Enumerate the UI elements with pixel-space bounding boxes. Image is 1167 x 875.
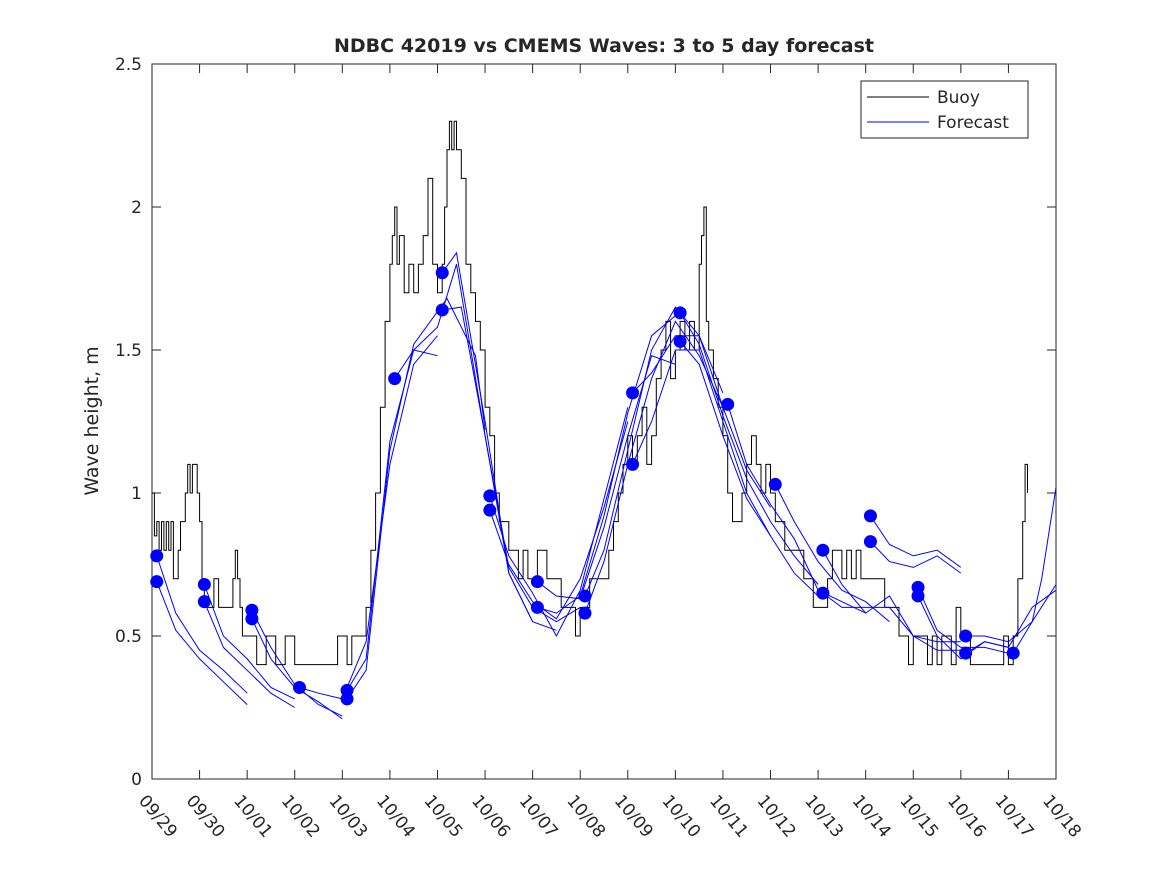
forecast-marker [816, 586, 830, 600]
x-tick-label: 10/03 [324, 791, 371, 841]
forecast-run-line [203, 584, 295, 700]
x-tick-label: 10/07 [515, 791, 562, 841]
x-tick-label: 10/17 [991, 791, 1038, 841]
y-tick-label: 0.5 [115, 627, 142, 647]
forecast-run-line [870, 541, 962, 574]
forecast-marker [768, 477, 782, 491]
forecast-marker [863, 535, 877, 549]
forecast-run-line [632, 335, 771, 508]
forecast-marker [530, 600, 544, 614]
x-tick-label: 09/30 [182, 791, 229, 841]
legend-buoy-label: Buoy [937, 88, 980, 108]
x-tick-label: 10/04 [372, 791, 419, 841]
forecast-marker [816, 543, 830, 557]
y-tick-label: 1.5 [115, 341, 142, 361]
forecast-run-line [346, 297, 486, 700]
x-tick-label: 10/15 [895, 791, 942, 841]
x-tick-label: 10/06 [467, 791, 514, 841]
forecast-marker [483, 503, 497, 517]
forecast-run-line [965, 584, 1057, 643]
forecast-marker [435, 303, 449, 317]
y-tick-label: 0 [131, 770, 142, 790]
forecast-marker [959, 646, 973, 660]
forecast-marker [673, 334, 687, 348]
forecast-run-line [156, 581, 248, 705]
x-tick-label: 10/10 [658, 791, 705, 841]
x-tick-label: 10/16 [943, 791, 990, 841]
legend: Buoy Forecast [860, 80, 1029, 139]
x-tick-label: 10/14 [848, 791, 895, 841]
legend-forecast-label: Forecast [937, 113, 1009, 133]
y-tick-labels: 0 0.5 1 1.5 2 2.5 [115, 55, 142, 790]
forecast-marker [435, 266, 449, 280]
series-layer [150, 120, 1057, 720]
forecast-run-line [299, 335, 438, 700]
y-tick-label: 2 [131, 198, 142, 218]
forecast-marker [911, 589, 925, 603]
forecast-marker [626, 457, 640, 471]
forecast-marker [483, 489, 497, 503]
x-tick-labels: 09/29 09/30 10/01 10/02 10/03 10/04 10/05 10/06… [134, 791, 1085, 841]
x-tick-label: 10/11 [705, 791, 752, 841]
forecast-run-line [727, 404, 866, 614]
forecast-marker [1006, 646, 1020, 660]
x-tick-label: 10/08 [562, 791, 609, 841]
forecast-run-line [203, 601, 295, 708]
forecast-run-line [584, 320, 724, 614]
forecast-marker [197, 578, 211, 592]
forecast-marker [530, 575, 544, 589]
buoy-series-line [152, 120, 1028, 666]
forecast-run-line [965, 589, 1057, 654]
forecast-run-line [679, 341, 819, 597]
x-tick-label: 09/29 [134, 791, 181, 841]
forecast-marker [578, 589, 592, 603]
x-tick-label: 10/02 [277, 791, 324, 841]
axis-ticks [151, 63, 1057, 780]
forecast-marker [721, 397, 735, 411]
forecast-marker [245, 612, 259, 626]
forecast-run-line [1012, 487, 1057, 654]
x-tick-label: 10/01 [229, 791, 276, 841]
forecast-run-line [441, 251, 557, 631]
forecast-marker [150, 575, 164, 589]
forecast-run-line [822, 592, 961, 651]
forecast-marker [388, 372, 402, 386]
forecast-run-line [489, 421, 629, 620]
forecast-run-line [537, 355, 676, 600]
y-tick-label: 2.5 [115, 55, 142, 75]
forecast-marker [673, 306, 687, 320]
forecast-marker [959, 629, 973, 643]
forecast-run-line [156, 555, 248, 694]
x-tick-label: 10/05 [420, 791, 467, 841]
forecast-marker [150, 549, 164, 563]
y-tick-label: 1 [131, 484, 142, 504]
forecast-run-line [869, 515, 962, 568]
forecast-marker [863, 509, 877, 523]
forecast-run-line [679, 312, 819, 585]
y-axis-label: Wave height, m [81, 346, 103, 495]
plot-area [151, 63, 1057, 780]
forecast-run-line [822, 549, 961, 643]
x-tick-label: 10/13 [800, 791, 847, 841]
forecast-run-line [774, 484, 890, 623]
forecast-run-line [489, 407, 629, 638]
forecast-run-line [346, 349, 438, 691]
forecast-run-line [537, 315, 676, 614]
forecast-run-line [917, 587, 1009, 654]
legend-box [860, 80, 1029, 139]
x-tick-label: 10/09 [610, 791, 657, 841]
forecast-marker [626, 386, 640, 400]
x-tick-label: 10/18 [1038, 791, 1085, 841]
forecast-marker [340, 692, 354, 706]
forecast-marker [292, 680, 306, 694]
forecast-run-line [632, 349, 771, 537]
chart-title: NDBC 42019 vs CMEMS Waves: 3 to 5 day fo… [334, 35, 874, 57]
forecast-marker [578, 606, 592, 620]
forecast-run-line [442, 306, 581, 623]
x-tick-label: 10/12 [753, 791, 800, 841]
forecast-marker [197, 595, 211, 609]
